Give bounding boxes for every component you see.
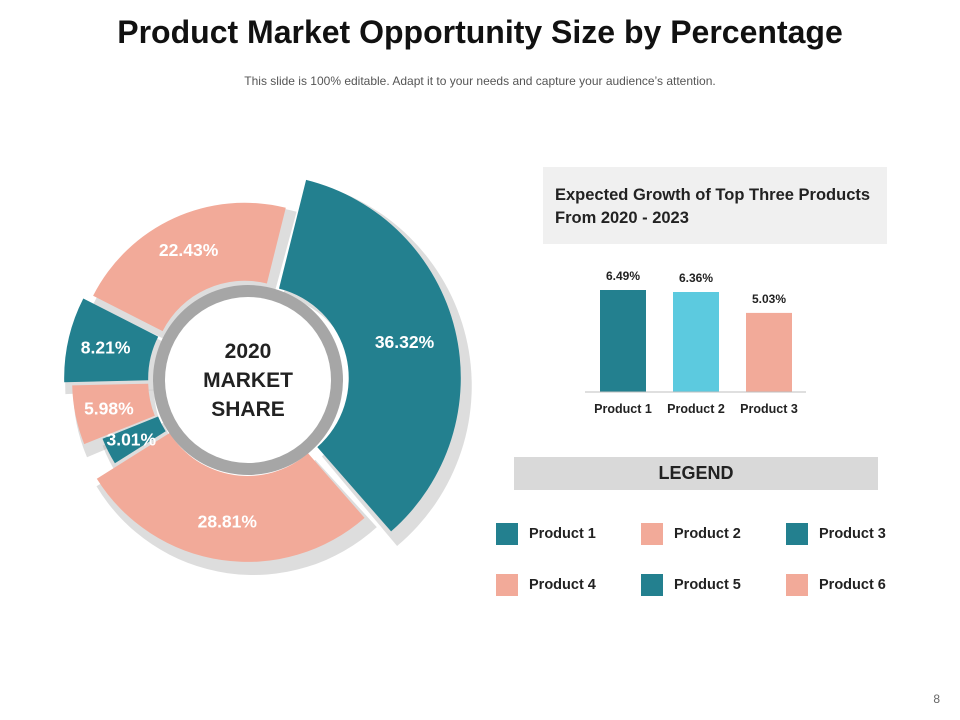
growth-bar-chart: 6.49% Product 1 6.36% Product 2 5.03% Product… <box>585 269 806 416</box>
legend-label: Product 6 <box>819 577 886 593</box>
segment-label-product-2: 28.81% <box>198 512 258 532</box>
segment-product-4 <box>72 383 155 445</box>
donut-center-line-1: 2020 <box>225 340 272 363</box>
segment-product-2 <box>96 433 365 562</box>
bar-product-1 <box>600 290 646 392</box>
segment-product-5 <box>64 298 159 383</box>
legend-swatch <box>786 574 808 596</box>
legend-label: Product 2 <box>674 526 741 542</box>
slide-subtitle: This slide is 100% editable. Adapt it to… <box>244 74 716 88</box>
donut-center-circle <box>165 297 331 463</box>
legend-label: Product 1 <box>529 526 596 542</box>
legend-swatch <box>641 574 663 596</box>
legend-label: Product 5 <box>674 577 741 593</box>
donut-center-line-2: MARKET <box>203 369 293 392</box>
legend-swatch <box>496 523 518 545</box>
legend-label: Product 3 <box>819 526 886 542</box>
segment-product-3 <box>102 416 166 464</box>
page-number: 8 <box>933 692 940 706</box>
bar-value-label-product-3: 5.03% <box>752 292 786 306</box>
donut-center-line-3: SHARE <box>211 398 285 421</box>
slide-title: Product Market Opportunity Size by Perce… <box>117 14 843 50</box>
segment-product-1 <box>279 179 461 532</box>
segment-product-6 <box>93 202 286 332</box>
legend-title: LEGEND <box>514 457 878 490</box>
segment-label-product-3: 3.01% <box>106 430 156 450</box>
legend-swatch <box>641 523 663 545</box>
market-share-donut-chart: 36.32% 28.81% 3.01% 5.98% 8.21% 22.43% 2020 M… <box>64 179 472 575</box>
segment-label-product-4: 5.98% <box>84 399 134 419</box>
bar-value-label-product-1: 6.49% <box>606 269 640 283</box>
segment-label-product-5: 8.21% <box>81 338 131 358</box>
segment-label-product-6: 22.43% <box>159 240 219 260</box>
growth-chart-title: Expected Growth of Top Three Products Fr… <box>543 167 887 244</box>
bar-category-label-product-1: Product 1 <box>594 402 652 416</box>
bar-product-3 <box>746 312 792 392</box>
legend-label: Product 4 <box>529 577 596 593</box>
legend-swatch <box>786 523 808 545</box>
bar-category-label-product-3: Product 3 <box>740 402 798 416</box>
segment-label-product-1: 36.32% <box>375 332 435 352</box>
bar-category-label-product-2: Product 2 <box>667 402 725 416</box>
bar-product-2 <box>673 292 719 392</box>
legend-swatch <box>496 574 518 596</box>
bar-value-label-product-2: 6.36% <box>679 271 713 285</box>
